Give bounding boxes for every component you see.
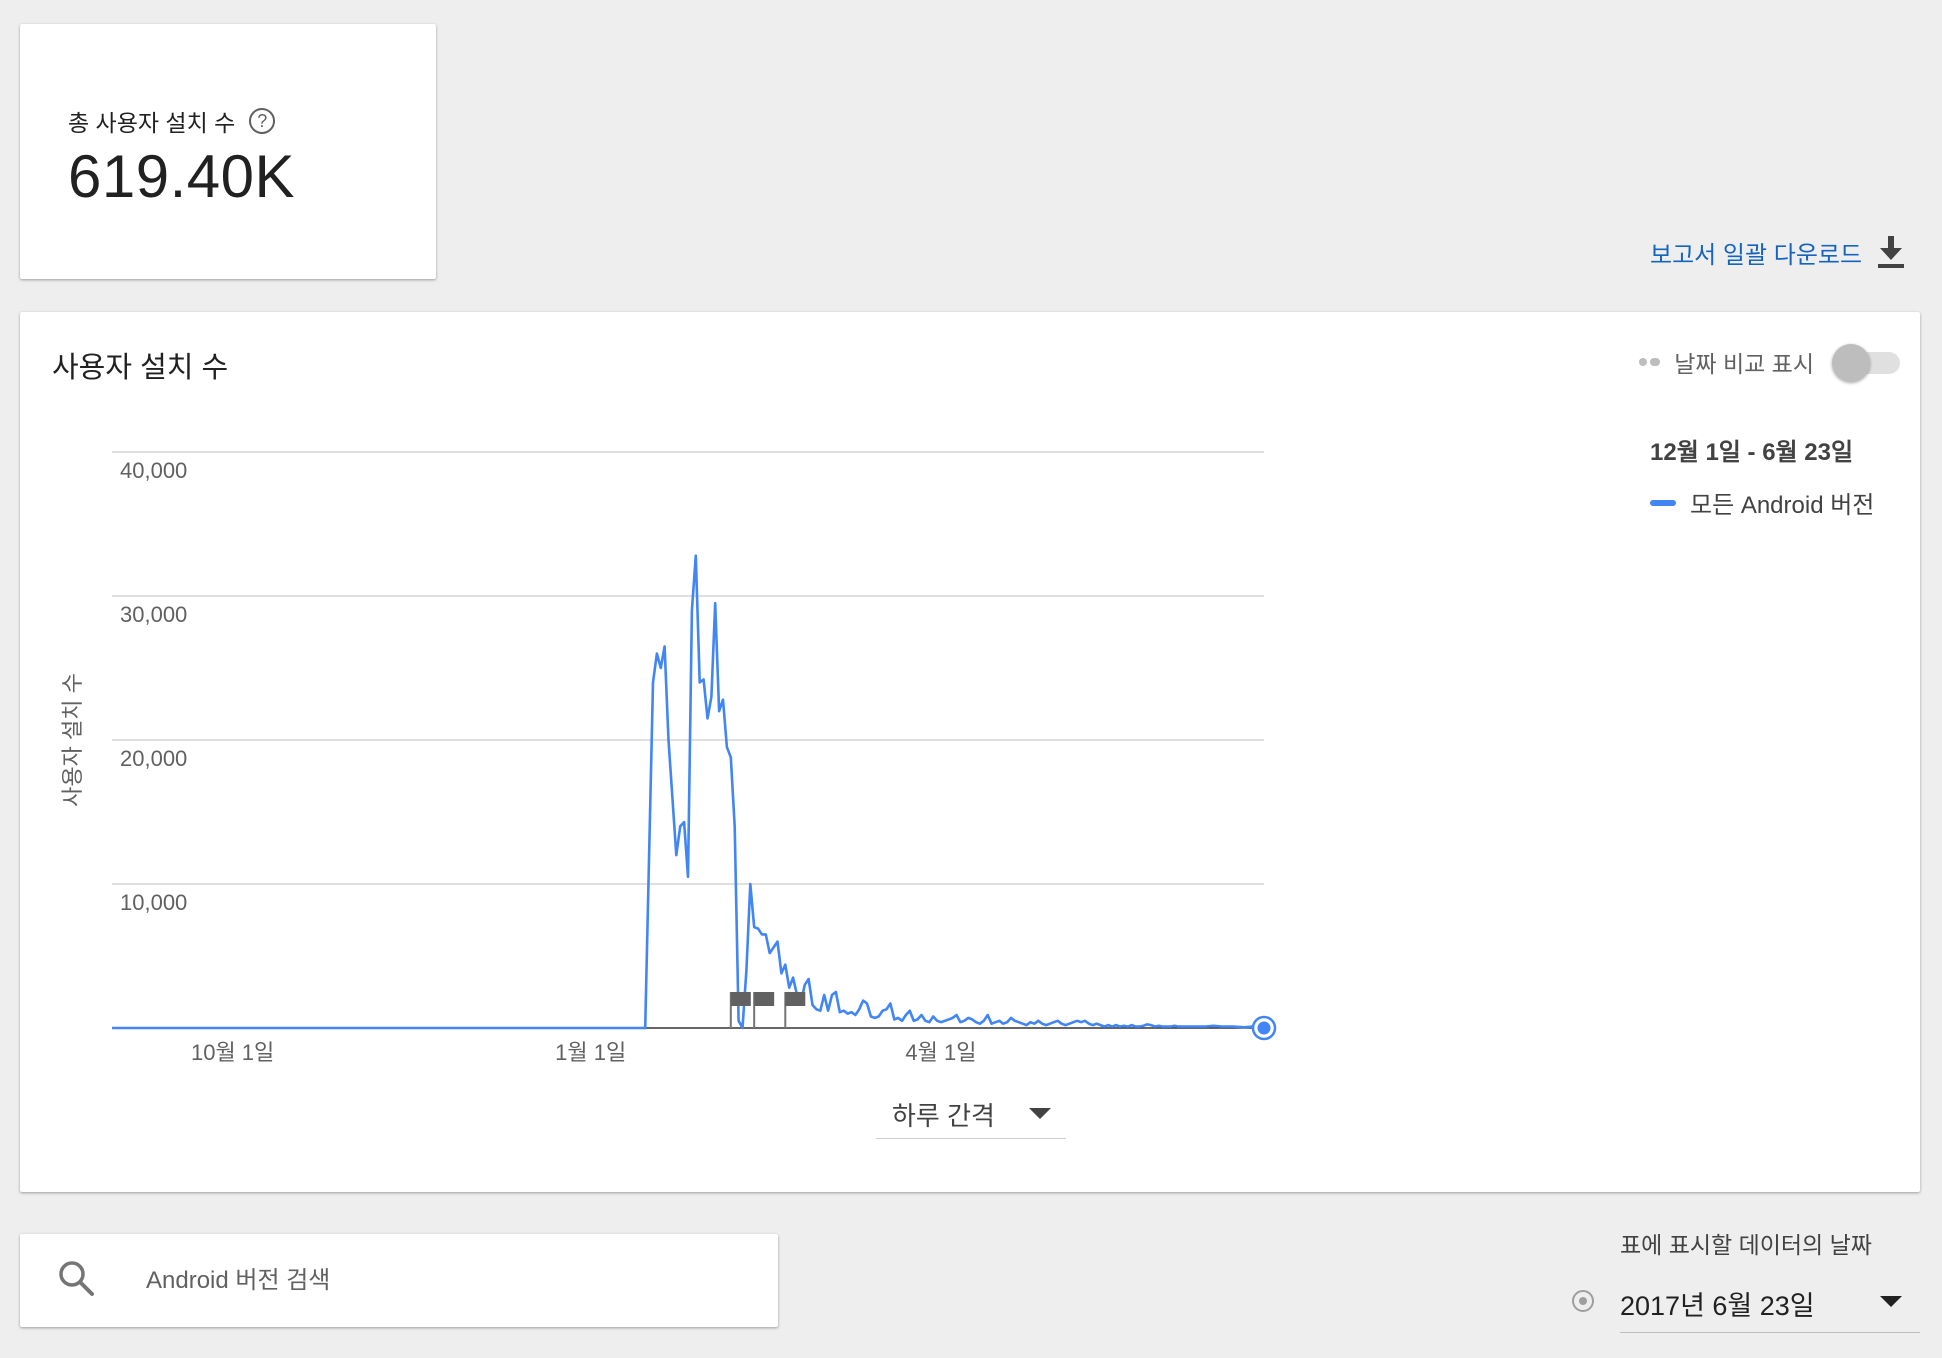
legend-series-swatch (1650, 499, 1676, 506)
legend-series-label: 모든 Android 버전 (1690, 492, 1875, 519)
y-tick-label: 30,000 (120, 602, 187, 627)
chart-legend: 12월 1일 - 6월 23일 모든 Android 버전 (1650, 432, 1874, 520)
chevron-down-icon (1880, 1296, 1902, 1307)
chevron-down-icon (1028, 1108, 1051, 1119)
legend-series-item[interactable]: 모든 Android 버전 (1650, 485, 1874, 520)
help-circle-icon[interactable]: ? (249, 108, 276, 134)
series-line (112, 554, 1265, 1030)
total-installs-card: 총 사용자 설치 수 ? 619.40K (20, 24, 436, 279)
series-endpoint-dot (1257, 1021, 1271, 1035)
date-compare-toggle[interactable] (1832, 344, 1904, 382)
table-date-value: 2017년 6월 23일 (1620, 1291, 1815, 1321)
total-installs-value: 619.40K (68, 143, 296, 210)
x-tick-label: 1월 1일 (555, 1040, 626, 1065)
toggle-thumb (1832, 344, 1870, 382)
interval-dropdown[interactable]: 하루 간격 (876, 1092, 1066, 1139)
date-compare-control: 날짜 비교 표시 (1639, 344, 1904, 382)
total-installs-label-row: 총 사용자 설치 수 ? (68, 104, 276, 138)
search-icon (59, 1261, 94, 1296)
table-date-dropdown[interactable]: 2017년 6월 23일 (1620, 1276, 1920, 1333)
download-icon (1878, 236, 1905, 268)
interval-dropdown-label: 하루 간격 (892, 1101, 995, 1131)
flag-icon (754, 992, 775, 1006)
chart-title: 사용자 설치 수 (52, 352, 229, 384)
y-tick-label: 10,000 (120, 890, 187, 915)
installs-chart-card: 사용자 설치 수 날짜 비교 표시 12월 1일 - 6월 23일 모든 And… (20, 312, 1920, 1192)
table-date-label: 표에 표시할 데이터의 날짜 (1620, 1232, 1872, 1258)
bulk-download-link[interactable]: 보고서 일괄 다운로드 (1650, 234, 1906, 270)
y-tick-label: 40,000 (120, 458, 187, 483)
flag-icon (785, 992, 806, 1006)
flag-icon (730, 992, 751, 1006)
date-compare-label: 날짜 비교 표시 (1674, 351, 1814, 377)
date-radio-icon[interactable] (1572, 1290, 1594, 1312)
bulk-download-label: 보고서 일괄 다운로드 (1650, 241, 1863, 269)
installs-line-chart: 40,000 30,000 20,000 10,000 10월 1일 1월 1일 4월 1일… (60, 451, 1277, 1065)
x-tick-label: 10월 1일 (191, 1040, 274, 1065)
legend-date-range: 12월 1일 - 6월 23일 (1650, 439, 1854, 466)
total-installs-label: 총 사용자 설치 수 (68, 110, 236, 136)
android-version-search-card (20, 1234, 778, 1327)
android-version-search-input[interactable] (144, 1258, 748, 1304)
x-tick-label: 4월 1일 (905, 1040, 976, 1065)
compare-dots-icon (1639, 358, 1661, 366)
y-tick-label: 20,000 (120, 746, 187, 771)
y-axis-label: 사용자 설치 수 (60, 673, 85, 807)
